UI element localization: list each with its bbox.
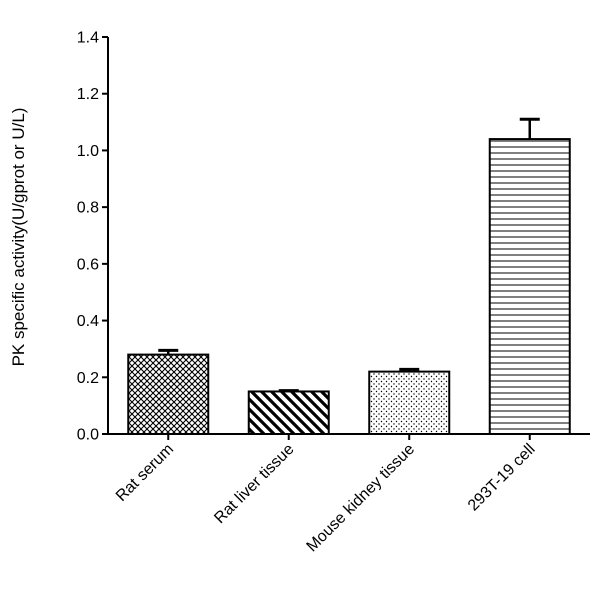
y-tick-label: 0.8	[77, 200, 99, 217]
bar	[247, 390, 330, 436]
y-axis-title: PK specific activity(U/gprot or U/L)	[9, 108, 28, 367]
y-tick-label: 1.0	[77, 143, 99, 160]
x-tick-label: Mouse kidney tissue	[304, 441, 419, 556]
y-tick-label: 0.0	[77, 427, 99, 444]
y-tick-label: 1.4	[77, 30, 99, 47]
y-tick-label: 0.2	[77, 370, 99, 387]
x-tick-label: 293T-19 cell	[465, 441, 539, 515]
bar	[488, 138, 571, 435]
bars	[127, 117, 571, 436]
y-axis: 0.0 0.2 0.4 0.6 0.8 1.0 1.2 1.4	[77, 30, 109, 444]
y-tick-label: 0.4	[77, 313, 99, 330]
bar	[368, 370, 451, 436]
x-tick-labels: Rat serum Rat liver tissue Mouse kidney ti…	[113, 441, 539, 556]
x-tick-label: Rat liver tissue	[211, 441, 297, 527]
y-tick-label: 1.2	[77, 86, 99, 103]
x-tick-label: Rat serum	[113, 441, 177, 505]
bar	[127, 353, 210, 436]
y-tick-label: 0.6	[77, 256, 99, 273]
